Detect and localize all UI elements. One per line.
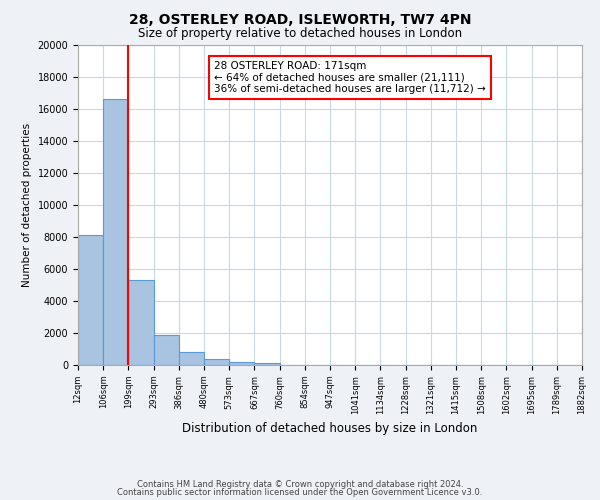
Bar — [78, 236, 103, 365]
Bar — [229, 362, 254, 365]
Text: Contains public sector information licensed under the Open Government Licence v3: Contains public sector information licen… — [118, 488, 482, 497]
Y-axis label: Number of detached properties: Number of detached properties — [22, 123, 32, 287]
Text: 28 OSTERLEY ROAD: 171sqm
← 64% of detached houses are smaller (21,111)
36% of se: 28 OSTERLEY ROAD: 171sqm ← 64% of detach… — [214, 61, 486, 94]
Text: Size of property relative to detached houses in London: Size of property relative to detached ho… — [138, 28, 462, 40]
Bar — [128, 280, 154, 365]
Text: Contains HM Land Registry data © Crown copyright and database right 2024.: Contains HM Land Registry data © Crown c… — [137, 480, 463, 489]
Text: 28, OSTERLEY ROAD, ISLEWORTH, TW7 4PN: 28, OSTERLEY ROAD, ISLEWORTH, TW7 4PN — [129, 12, 471, 26]
Bar — [103, 100, 128, 365]
X-axis label: Distribution of detached houses by size in London: Distribution of detached houses by size … — [182, 422, 478, 435]
Bar — [254, 362, 280, 365]
Bar — [204, 360, 229, 365]
Bar — [179, 352, 204, 365]
Bar — [154, 336, 179, 365]
